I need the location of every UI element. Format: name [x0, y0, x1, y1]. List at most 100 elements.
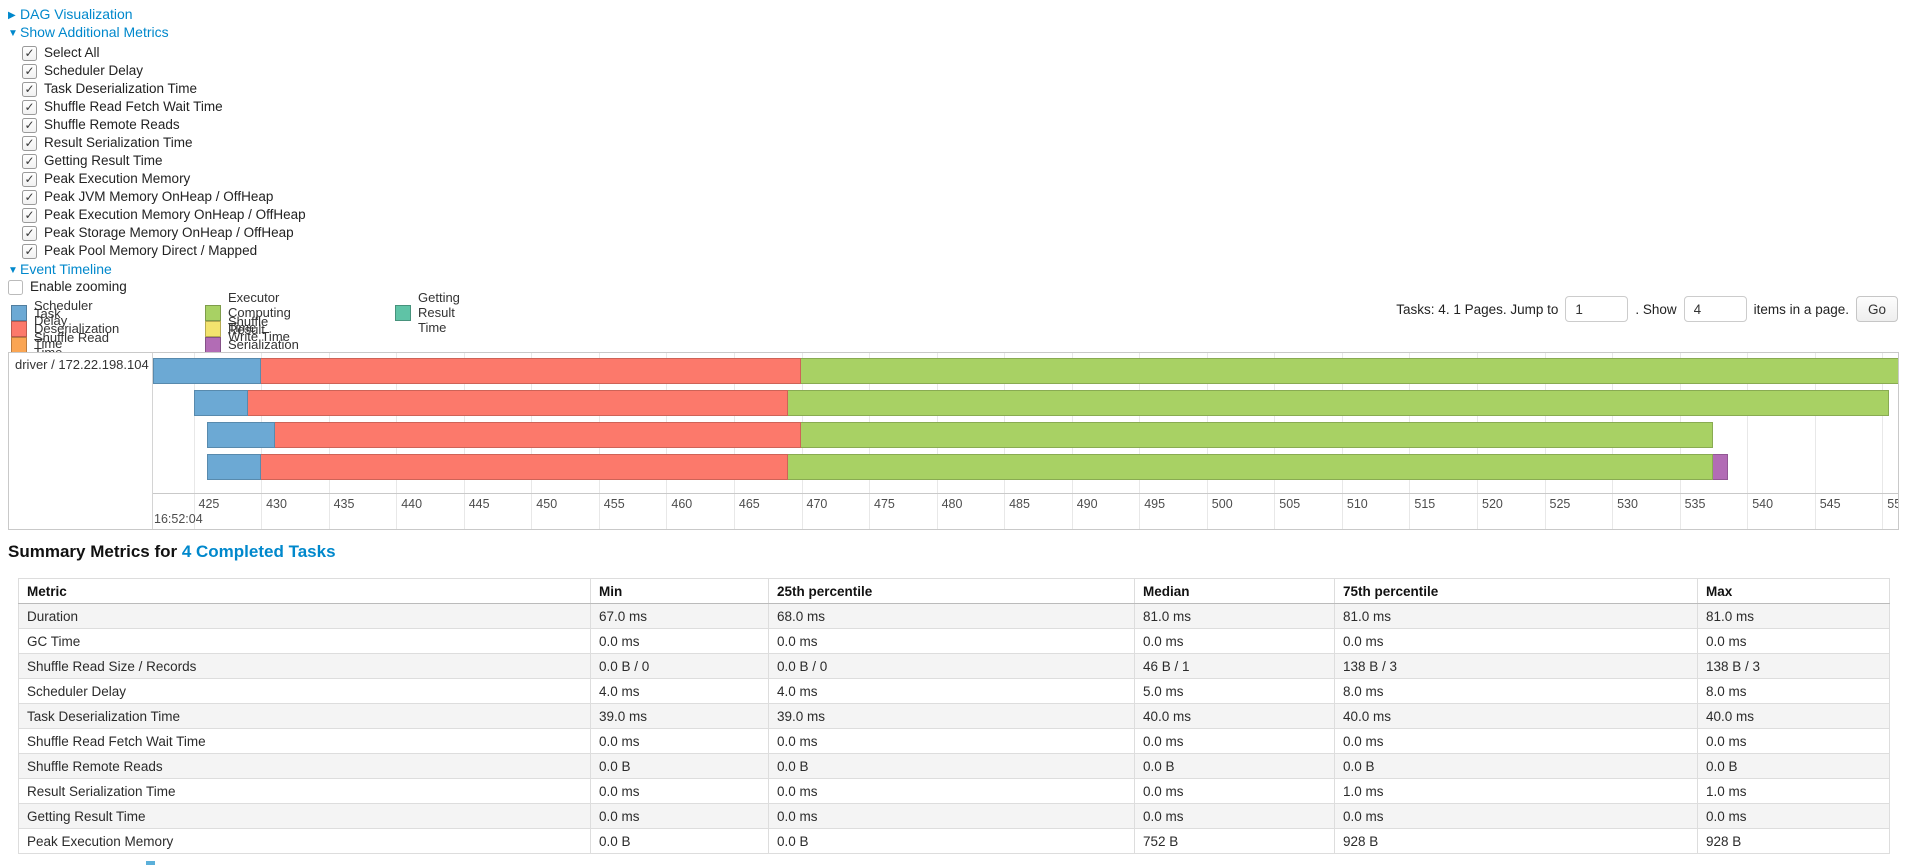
metric-value-cell: 0.0 B / 0 [590, 653, 769, 679]
metric-name-cell: Shuffle Read Size / Records [18, 653, 591, 679]
legend-label: Task Deserialization Time [34, 306, 120, 352]
legend-item: Scheduler Delay [11, 298, 119, 328]
metric-checkbox-shuffle-remote-reads[interactable] [22, 116, 37, 134]
metric-value-cell: 0.0 ms [590, 803, 769, 829]
dag-visualization-toggle[interactable]: ▶ DAG Visualization [8, 5, 306, 23]
metric-value-cell: 81.0 ms [1134, 603, 1335, 629]
metric-value-cell: 0.0 ms [768, 778, 1135, 804]
metric-checkbox-scheduler-delay[interactable] [22, 62, 37, 80]
timeline-axis-tick-label: 430 [266, 497, 287, 511]
task-bar[interactable] [153, 358, 1898, 384]
pagination-suffix-label: items in a page. [1753, 301, 1849, 317]
completed-tasks-link[interactable]: 4 Completed Tasks [181, 542, 336, 561]
task_deserialization-segment[interactable] [247, 390, 788, 416]
summary-table-row: Scheduler Delay 4.0 ms 4.0 ms 5.0 ms 8.0 ms 8… [18, 678, 1890, 704]
metric-checkbox-label: Peak JVM Memory OnHeap / OffHeap [44, 189, 274, 204]
timeline-gridline [193, 353, 195, 529]
summary-heading-prefix: Summary Metrics for [8, 542, 182, 561]
event-timeline-toggle[interactable]: ▼ Event Timeline [8, 260, 306, 278]
metric-checkbox-row: Shuffle Remote Reads [22, 116, 306, 134]
timeline-axis-tick-label: 450 [536, 497, 558, 511]
timeline-axis-major-label: 16:52:04 [154, 512, 203, 526]
timeline-axis-tick-label: 525 [1549, 497, 1571, 511]
metric-value-cell: 4.0 ms [590, 678, 769, 704]
timeline-axis-tick-label: 535 [1684, 497, 1706, 511]
metric-checkbox-label: Task Deserialization Time [44, 81, 198, 96]
jump-to-page-input[interactable] [1565, 296, 1629, 322]
enable-zooming-checkbox[interactable] [8, 279, 23, 295]
task_deserialization-segment[interactable] [274, 422, 802, 448]
metric-value-cell: 8.0 ms [1334, 678, 1698, 704]
metric-value-cell: 0.0 B [1134, 753, 1335, 779]
metric-value-cell: 0.0 ms [768, 628, 1135, 654]
collapsed-arrow-icon: ▶ [8, 10, 16, 21]
metric-value-cell: 0.0 ms [1697, 803, 1890, 829]
metric-value-cell: 0.0 ms [1334, 728, 1698, 754]
metric-value-cell: 138 B / 3 [1334, 653, 1698, 679]
shuffle_write-legend-swatch [205, 320, 221, 337]
metric-value-cell: 46 B / 1 [1134, 653, 1335, 679]
pagination-prefix-label: Tasks: 4. 1 Pages. Jump to [1396, 301, 1559, 317]
dag-visualization-link[interactable]: DAG Visualization [20, 6, 133, 22]
executor_computing-segment[interactable] [787, 454, 1714, 480]
executor_computing-segment[interactable] [787, 390, 1889, 416]
metric-checkbox-shuffle-read-fetch-wait-time[interactable] [22, 98, 37, 116]
metric-value-cell: 0.0 ms [590, 728, 769, 754]
task_deserialization-segment[interactable] [261, 358, 802, 384]
enable-zooming-row: Enable zooming [8, 278, 306, 296]
metric-checkbox-peak-execution-memory[interactable] [22, 170, 37, 188]
metric-checkbox-peak-storage-memory-onheap-offheap[interactable] [22, 224, 37, 242]
event-timeline-link[interactable]: Event Timeline [20, 261, 112, 277]
scheduler_delay-segment[interactable] [207, 454, 261, 480]
summary-column-header: 75th percentile [1334, 578, 1698, 604]
task-bar[interactable] [207, 454, 1729, 480]
metric-value-cell: 0.0 B [768, 828, 1135, 854]
scheduler_delay-segment[interactable] [207, 422, 275, 448]
executor-group-label: driver / 172.22.198.104 [15, 357, 149, 372]
metric-value-cell: 0.0 ms [1134, 628, 1335, 654]
metric-value-cell: 40.0 ms [1334, 703, 1698, 729]
task-pagination: Tasks: 4. 1 Pages. Jump to . Show items … [1396, 294, 1898, 324]
timeline-axis-tick-label: 460 [671, 497, 693, 511]
metric-checkbox-result-serialization-time[interactable] [22, 134, 37, 152]
metric-checkbox-select-all[interactable] [22, 44, 37, 62]
executor_computing-segment[interactable] [801, 358, 1898, 384]
timeline-axis-tick-label: 455 [603, 497, 625, 511]
metric-checkbox-row: Peak Storage Memory OnHeap / OffHeap [22, 224, 306, 242]
show-additional-metrics-link[interactable]: Show Additional Metrics [20, 24, 169, 40]
metric-checkbox-row: Result Serialization Time [22, 134, 306, 152]
show-additional-metrics-toggle[interactable]: ▼ Show Additional Metrics [8, 23, 306, 41]
legend-item: Shuffle Read Time [11, 330, 119, 360]
result_serialization-segment[interactable] [1713, 454, 1729, 480]
metric-checkbox-row: Peak Execution Memory [22, 170, 306, 188]
summary-table-row: Shuffle Remote Reads 0.0 B 0.0 B 0.0 B 0.0 B… [18, 753, 1890, 779]
metric-checkbox-peak-execution-memory-onheap-offheap[interactable] [22, 206, 37, 224]
metric-checkbox-row: Getting Result Time [22, 152, 306, 170]
summary-table-row: Getting Result Time 0.0 ms 0.0 ms 0.0 ms 0.0… [18, 803, 1890, 829]
task_deserialization-segment[interactable] [261, 454, 788, 480]
metric-name-cell: Result Serialization Time [18, 778, 591, 804]
summary-column-header: Median [1134, 578, 1335, 604]
task-bar[interactable] [193, 390, 1889, 416]
scheduler_delay-segment[interactable] [153, 358, 262, 384]
go-button[interactable]: Go [1855, 296, 1898, 322]
metric-value-cell: 0.0 ms [590, 778, 769, 804]
legend-item: Result Serialization Time [205, 322, 299, 367]
scheduler_delay-segment[interactable] [193, 390, 248, 416]
metric-checkbox-peak-pool-memory-direct-mapped[interactable] [22, 242, 37, 260]
metric-value-cell: 68.0 ms [768, 603, 1135, 629]
metric-value-cell: 1.0 ms [1697, 778, 1890, 804]
metric-checkbox-peak-jvm-memory-onheap-offheap[interactable] [22, 188, 37, 206]
metric-value-cell: 0.0 ms [1697, 728, 1890, 754]
metric-value-cell: 0.0 ms [768, 803, 1135, 829]
items-per-page-input[interactable] [1683, 296, 1747, 322]
summary-column-header: 25th percentile [768, 578, 1135, 604]
metric-value-cell: 138 B / 3 [1697, 653, 1890, 679]
metric-checkbox-task-deserialization-time[interactable] [22, 80, 37, 98]
metric-checkbox-getting-result-time[interactable] [22, 152, 37, 170]
task-bar[interactable] [207, 422, 1714, 448]
executor_computing-segment[interactable] [801, 422, 1714, 448]
timeline-axis-tick-label: 445 [468, 497, 490, 511]
metric-checkbox-row: Peak Execution Memory OnHeap / OffHeap [22, 206, 306, 224]
